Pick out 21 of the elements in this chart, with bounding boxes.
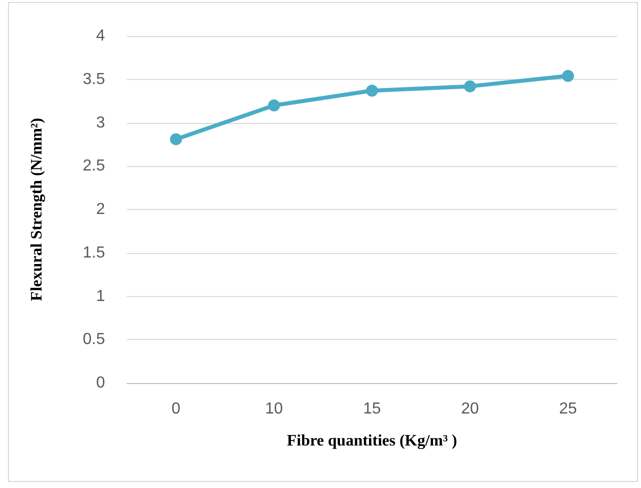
point — [562, 70, 574, 82]
point — [366, 84, 378, 97]
x-tick-label: 25 — [559, 400, 577, 418]
y-tick-label: 0.5 — [82, 331, 106, 348]
y-tick-label: 0 — [96, 374, 106, 392]
y-tick-label: 2 — [96, 201, 106, 218]
y-tick-label: 3 — [96, 114, 106, 132]
x-tick-label: 10 — [265, 400, 283, 418]
point — [170, 133, 182, 146]
y-axis-title: Flexural Strength (N/mm²) — [28, 118, 46, 302]
y-tick-label: 4 — [96, 28, 106, 44]
point — [268, 99, 280, 112]
x-tick-label: 15 — [363, 400, 381, 418]
point — [464, 80, 476, 92]
x-axis-title: Fibre quantities (Kg/m³ ) — [286, 432, 458, 450]
x-tick-label: 0 — [172, 400, 181, 418]
x-tick-label: 20 — [461, 400, 479, 418]
y-tick-label: 1 — [96, 288, 106, 305]
y-tick-label: 1.5 — [82, 244, 106, 262]
y-tick-label: 3.5 — [82, 70, 106, 88]
y-tick-label: 2.5 — [82, 158, 106, 175]
